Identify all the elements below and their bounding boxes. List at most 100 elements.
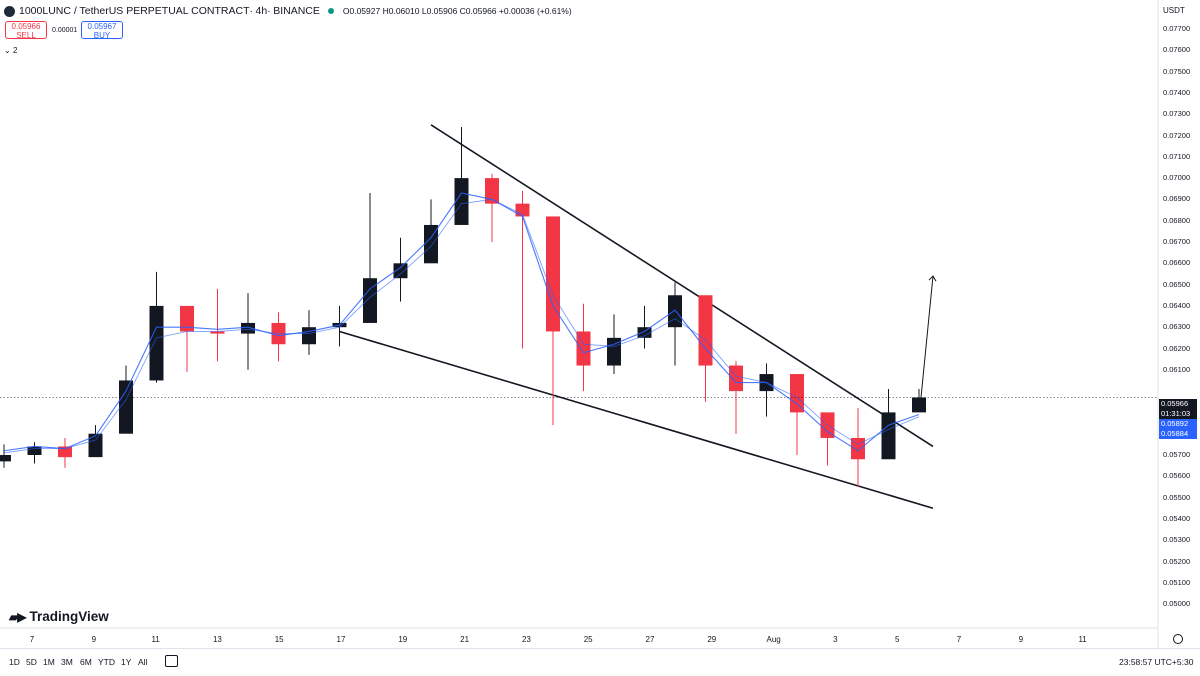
time-tick-label: 15 — [274, 635, 284, 644]
price-tick-label: 0.07100 — [1163, 151, 1191, 161]
last-price-badge: 0.05966 01:31:03 — [1159, 399, 1197, 419]
time-tick-label: 5 — [894, 635, 900, 644]
exchange-label: BINANCE — [273, 5, 320, 17]
candle-body — [363, 278, 377, 323]
chevron-down-icon: ⌄ — [4, 46, 11, 55]
indicators-toggle[interactable]: ⌄ 2 — [4, 46, 17, 55]
buy-button[interactable]: 0.05967 BUY — [81, 21, 123, 39]
ohlc-low: L0.05906 — [421, 6, 458, 16]
candle-body — [576, 331, 591, 366]
range-button[interactable]: 3M — [61, 657, 73, 667]
candle-body — [454, 178, 469, 225]
price-tick-label: 0.05100 — [1163, 577, 1191, 587]
trendline-layer — [339, 124, 937, 510]
price-tick-label: 0.05700 — [1163, 450, 1191, 459]
time-tick-label: 25 — [583, 635, 593, 644]
sell-button[interactable]: 0.05966 SELL — [5, 21, 47, 39]
price-tick-label: 0.07500 — [1163, 66, 1191, 76]
ma-slow-badge: 0.05884 — [1159, 429, 1197, 439]
ohlc-high: H0.06010 — [382, 6, 420, 16]
candle-body — [119, 380, 133, 434]
candle-body — [0, 455, 11, 462]
range-button[interactable]: 1D — [9, 657, 20, 667]
moving-averages-layer — [3, 192, 920, 454]
time-tick-label: 11 — [151, 635, 160, 644]
buy-label: BUY — [93, 30, 111, 40]
time-tick-label: 21 — [460, 635, 470, 644]
price-tick-label: 0.06400 — [1163, 300, 1191, 310]
lower-trendline[interactable] — [339, 330, 934, 510]
candle-body — [27, 446, 42, 455]
candle-body — [668, 295, 682, 328]
price-tick-label: 0.06100 — [1163, 364, 1191, 374]
range-button[interactable]: 1Y — [121, 657, 132, 667]
time-tick-label: 23 — [521, 635, 531, 644]
upper-trendline[interactable] — [430, 124, 934, 448]
tradingview-logo[interactable]: ▰▶ TradingView — [9, 609, 109, 624]
price-tick-label: 0.05500 — [1163, 492, 1191, 502]
time-tick-label: 11 — [1078, 635, 1087, 644]
moving-average-line — [3, 192, 920, 452]
price-tick-label: 0.05400 — [1163, 513, 1191, 523]
candle-body — [637, 327, 652, 338]
settings-icon[interactable] — [1173, 634, 1183, 644]
ohlc-open: O0.05927 — [342, 6, 381, 16]
range-button[interactable]: 1M — [43, 657, 55, 667]
range-button[interactable]: 6M — [80, 657, 92, 667]
ma-fast-badge: 0.05892 — [1159, 419, 1197, 429]
time-tick-label: 9 — [1018, 635, 1024, 644]
candles-layer — [0, 126, 926, 487]
candle-body — [149, 305, 164, 381]
interval-label[interactable]: 4h — [255, 5, 268, 17]
price-tick-label: 0.06300 — [1163, 322, 1191, 332]
time-tick-label: 27 — [645, 635, 655, 644]
tradingview-wordmark: TradingView — [29, 609, 109, 624]
sell-price: 0.05966 — [11, 22, 41, 31]
symbol-name[interactable]: 1000LUNC / TetherUS PERPETUAL CONTRACT — [19, 5, 250, 17]
candle-body — [210, 331, 225, 334]
time-tick-label: 19 — [398, 635, 408, 644]
price-tick-label: 0.07600 — [1163, 45, 1191, 55]
candle-body — [698, 295, 713, 366]
range-button[interactable]: 5D — [26, 657, 37, 667]
time-tick-label: 9 — [91, 635, 97, 644]
price-tick-label: 0.07400 — [1163, 87, 1191, 97]
candle-body — [790, 374, 804, 413]
candle-body — [241, 322, 255, 334]
price-tick-label: 0.06900 — [1163, 194, 1191, 204]
symbol-legend[interactable]: 1000LUNC / TetherUS PERPETUAL CONTRACT ·… — [4, 3, 572, 19]
candle-body — [180, 305, 194, 332]
range-button[interactable]: YTD — [98, 657, 115, 667]
goto-date-icon[interactable] — [165, 655, 178, 667]
range-button[interactable]: All — [138, 657, 148, 667]
bottom-toolbar: 1D 5D 1M 3M 6M YTD 1Y All 23:58:57 UTC+5:30 — [0, 648, 1200, 676]
currency-label[interactable]: USDT — [1163, 6, 1185, 15]
spread-value: 0.00001 — [52, 27, 78, 34]
candle-body — [912, 397, 926, 413]
price-tick-label: 0.06600 — [1163, 258, 1191, 268]
price-tick-label: 0.06200 — [1163, 343, 1191, 353]
trending-arrow-icon[interactable] — [920, 276, 934, 398]
clock[interactable]: 23:58:57 UTC+5:30 — [1119, 657, 1194, 667]
time-tick-label: 13 — [212, 635, 222, 644]
ohlc-change: +0.00036 (+0.61%) — [498, 6, 572, 16]
candle-body — [881, 412, 896, 460]
price-tick-label: 0.05600 — [1163, 471, 1191, 481]
price-tick-label: 0.06800 — [1163, 215, 1191, 225]
time-tick-label: 3 — [833, 635, 838, 644]
arrow-head-icon — [928, 275, 937, 282]
bar-countdown: 01:31:03 — [1161, 409, 1191, 418]
ohlc-values: O0.05927 H0.06010 L0.05906 C0.05966 +0.0… — [343, 6, 572, 16]
price-tick-label: 0.05300 — [1163, 535, 1191, 545]
candle-body — [58, 446, 72, 458]
candle-body — [88, 433, 103, 458]
moving-average-line — [3, 198, 920, 454]
price-tick-label: 0.07300 — [1163, 109, 1191, 119]
price-tick-label: 0.07700 — [1163, 24, 1191, 33]
candle-body — [424, 224, 438, 264]
time-tick-label: Aug — [766, 635, 781, 644]
candle-body — [729, 365, 743, 392]
candle-body — [515, 203, 530, 217]
price-tick-label: 0.07000 — [1163, 173, 1191, 183]
